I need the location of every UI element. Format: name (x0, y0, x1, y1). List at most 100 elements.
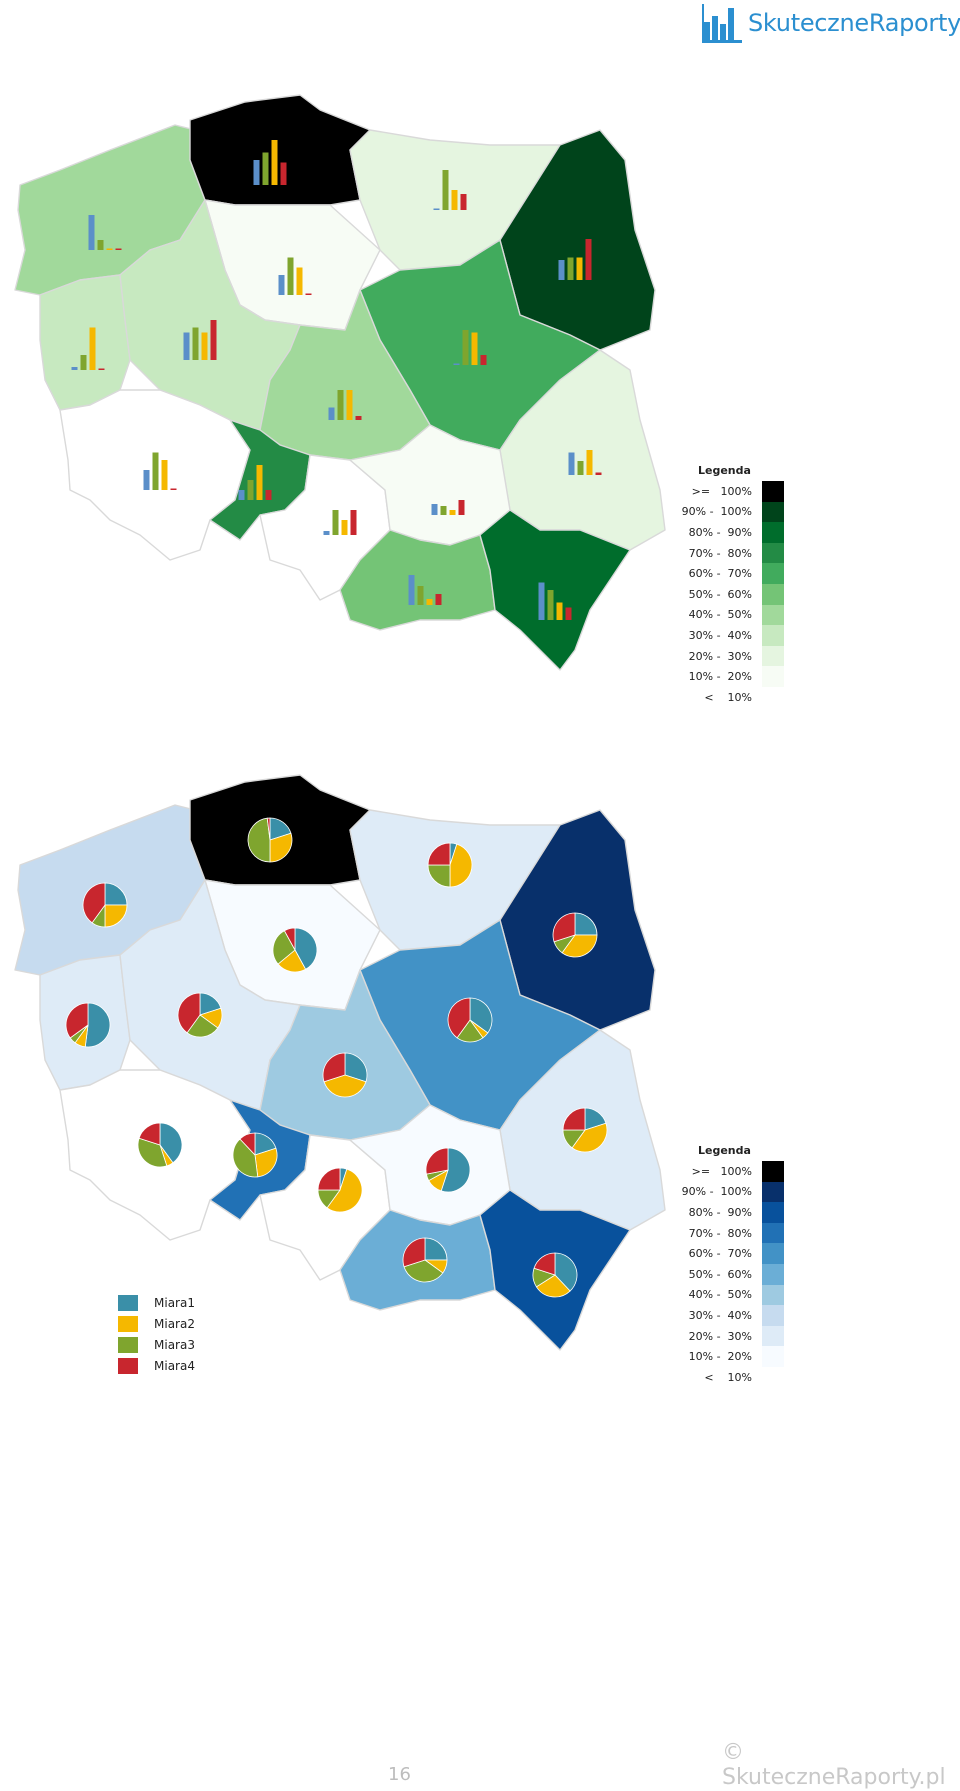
bar-malopolskie-1 (408, 575, 415, 605)
legend-swatch (762, 1366, 784, 1388)
legend-label: 90% - 100% (681, 505, 752, 519)
bar-wielkopolskie-3 (201, 332, 208, 360)
pie-slice-dolnoslaskie-Miara4 (138, 1122, 161, 1146)
pie-slice-podkarpackie-Miara1 (554, 1252, 578, 1292)
legend-row: 30% - 40% (680, 625, 784, 646)
pie-slice-zachodniopomorskie-Miara2 (104, 904, 128, 928)
pie-slice-malopolskie-Miara1 (424, 1237, 448, 1261)
logo-text: SkuteczneRaporty.pl (748, 9, 960, 37)
bar-wielkopolskie-2 (192, 327, 199, 360)
legend-swatch (762, 1284, 784, 1306)
pie-slice-warminsko-mazurskie-Miara4 (427, 842, 451, 866)
legend-row: 10% - 20% (680, 666, 784, 687)
series-label: Miara4 (154, 1358, 195, 1373)
pie-slice-podkarpackie-Miara4 (533, 1252, 556, 1276)
legend-label: 10% - 20% (688, 1350, 752, 1364)
legend-swatch (762, 522, 784, 543)
bar-malopolskie-2 (417, 586, 424, 605)
series-legend-item: Miara2 (118, 1313, 195, 1334)
pie-slice-pomorskie-Miara3 (247, 817, 271, 863)
bar-lubelskie-2 (577, 461, 584, 475)
series-label: Miara2 (154, 1316, 195, 1331)
bar-zachodniopomorskie-2 (97, 240, 104, 250)
pie-slice-slaskie-Miara4 (317, 1167, 341, 1191)
series-swatch (118, 1357, 138, 1374)
pie-slice-pomorskie-Miara4 (266, 817, 271, 841)
bar-kujawsko-pomorskie-2 (287, 257, 294, 295)
bar-podlaskie-2 (567, 257, 574, 280)
pie-slice-mazowieckie-Miara4 (447, 997, 471, 1039)
pie-slice-lodzkie-Miara2 (323, 1074, 367, 1098)
pie-slice-swietokrzyskie-Miara4 (425, 1147, 449, 1175)
bar-chart-logo-icon (702, 4, 742, 43)
choropleth-map-bars (14, 94, 666, 671)
pie-slice-opolskie-Miara4 (239, 1132, 256, 1157)
bar-lubuskie-1 (71, 367, 78, 370)
pie-slice-pomorskie-Miara2 (269, 832, 293, 863)
legend-label: 60% - 70% (688, 1247, 752, 1261)
bar-swietokrzyskie-3 (449, 510, 456, 515)
bar-wielkopolskie-4 (210, 320, 217, 360)
series-swatch (118, 1336, 138, 1353)
pie-slice-dolnoslaskie-Miara1 (159, 1122, 183, 1164)
bar-mazowieckie-3 (471, 332, 478, 365)
bar-slaskie-4 (350, 510, 357, 535)
legend-swatch (762, 1161, 784, 1182)
bar-zachodniopomorskie-3 (106, 248, 113, 250)
series-legend: Miara1 Miara2 Miara3 Miara4 (118, 1292, 195, 1376)
bar-lubuskie-4 (98, 368, 105, 370)
series-label: Miara1 (154, 1295, 195, 1310)
bar-lubuskie-3 (89, 327, 96, 370)
pie-slice-warminsko-mazurskie-Miara2 (449, 843, 473, 888)
bar-podkarpackie-1 (538, 582, 545, 620)
bar-lubelskie-1 (568, 452, 575, 475)
legend-label: 70% - 80% (688, 546, 752, 560)
bar-mazowieckie-1 (453, 363, 460, 365)
pie-slice-lodzkie-Miara4 (322, 1052, 346, 1083)
bar-kujawsko-pomorskie-1 (278, 275, 285, 295)
pie-slice-warminsko-mazurskie-Miara3 (427, 864, 451, 888)
legend-swatch (762, 686, 784, 708)
bar-zachodniopomorskie-1 (88, 215, 95, 250)
series-legend-item: Miara3 (118, 1334, 195, 1355)
legend-row: >= 100% (680, 1161, 784, 1182)
legend-label: 70% - 80% (688, 1226, 752, 1240)
legend-row: 70% - 80% (680, 542, 784, 564)
legend-label: 40% - 50% (688, 1288, 752, 1302)
legend-swatch (762, 563, 784, 584)
pie-slice-podlaskie-Miara2 (561, 934, 598, 958)
legend-label: 80% - 90% (688, 1205, 752, 1219)
bar-opolskie-1 (238, 490, 245, 500)
legend-row: 90% - 100% (680, 501, 784, 523)
legend-label: 60% - 70% (688, 567, 752, 581)
series-legend-item: Miara1 (118, 1292, 195, 1313)
bar-podkarpackie-2 (547, 590, 554, 620)
bar-warminsko-mazurskie-1 (433, 208, 440, 210)
bar-zachodniopomorskie-4 (115, 248, 122, 250)
bar-pomorskie-3 (271, 140, 278, 185)
pie-slice-wielkopolskie-Miara3 (186, 1014, 219, 1038)
pie-slice-lubelskie-Miara2 (571, 1122, 608, 1153)
choropleth-map-pies (14, 774, 666, 1351)
legend-label: 30% - 40% (688, 628, 752, 642)
legend-swatch (762, 1222, 784, 1244)
bar-lodzkie-4 (355, 416, 362, 420)
legend-label: 90% - 100% (681, 1185, 752, 1199)
bar-opolskie-2 (247, 480, 254, 500)
legend-swatch (762, 1202, 784, 1223)
legend-row: 30% - 40% (680, 1305, 784, 1326)
legend-label: 30% - 40% (688, 1308, 752, 1322)
logo: SkuteczneRaporty.pl (700, 0, 960, 46)
pie-slice-kujawsko-pomorskie-Miara4 (283, 927, 296, 951)
legend-row: 50% - 60% (680, 583, 784, 605)
bar-malopolskie-3 (426, 599, 433, 605)
legend-label: 10% - 20% (688, 670, 752, 684)
legend-label: 80% - 90% (688, 525, 752, 539)
bar-dolnoslaskie-4 (170, 488, 177, 490)
bar-lodzkie-2 (337, 390, 344, 420)
bar-warminsko-mazurskie-4 (460, 194, 467, 210)
legend-swatch (762, 542, 784, 564)
legend-row: 40% - 50% (680, 1284, 784, 1306)
bar-dolnoslaskie-1 (143, 470, 150, 490)
legend-label: < 10% (704, 1370, 752, 1384)
